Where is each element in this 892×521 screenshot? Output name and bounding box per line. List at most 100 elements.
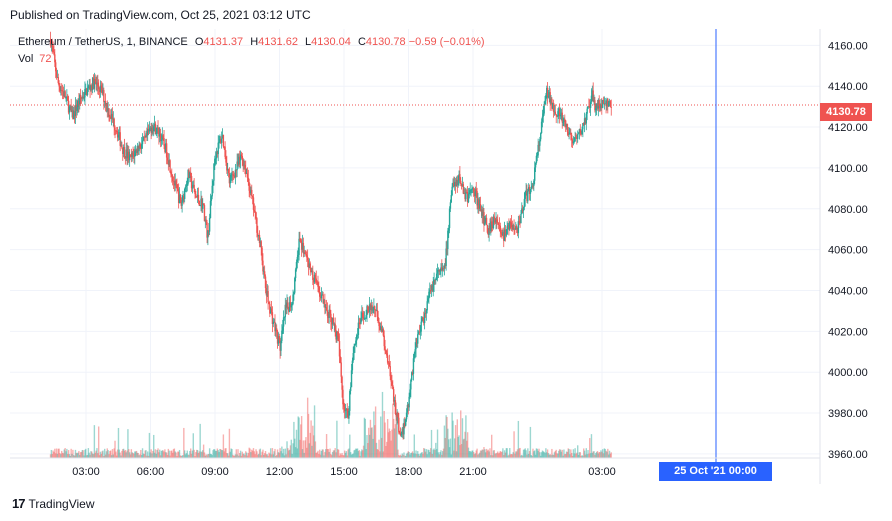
- volume-bar: [402, 454, 404, 458]
- candle-body: [473, 192, 476, 197]
- candle-body: [275, 328, 277, 332]
- candle-body: [250, 189, 252, 194]
- volume-bar: [570, 449, 572, 458]
- candle-body: [498, 224, 501, 226]
- candle-body: [252, 197, 255, 210]
- volume-bar: [583, 448, 585, 458]
- candle-body: [423, 317, 425, 324]
- candle-body: [503, 229, 506, 241]
- candle-body: [531, 185, 533, 187]
- candle-body: [520, 214, 522, 224]
- y-tick-label: 4060.00: [828, 245, 868, 257]
- candle-body: [196, 196, 198, 198]
- volume-bar: [431, 453, 434, 458]
- volume-bar: [399, 454, 402, 458]
- candle-body: [448, 228, 450, 231]
- volume-bar: [366, 435, 368, 458]
- candle-body: [148, 129, 151, 132]
- candle-body: [233, 176, 236, 178]
- volume-bar: [339, 453, 342, 458]
- candle-body: [501, 233, 503, 235]
- volume-bar: [395, 402, 397, 458]
- candle-body: [408, 396, 410, 408]
- candle-body: [582, 123, 584, 130]
- volume-bar: [185, 453, 188, 458]
- candle-body: [484, 217, 487, 223]
- candle-body: [393, 400, 396, 402]
- symbol-name[interactable]: Ethereum / TetherUS, 1, BINANCE: [18, 36, 188, 48]
- candle-body: [67, 96, 69, 101]
- volume-bar: [392, 403, 394, 458]
- candle-body: [329, 309, 331, 314]
- volume-label[interactable]: Vol: [18, 53, 34, 65]
- candle-body: [554, 111, 557, 115]
- volume-bar: [490, 455, 492, 458]
- volume-bar: [573, 453, 575, 458]
- volume-bar: [582, 455, 584, 458]
- volume-bar: [175, 452, 177, 458]
- volume-bar: [102, 450, 104, 458]
- volume-bar: [456, 419, 459, 458]
- candle-body: [287, 302, 289, 308]
- candle-body: [453, 182, 455, 187]
- candle-body: [239, 156, 241, 161]
- candle-body: [373, 306, 375, 310]
- volume-bar: [514, 453, 516, 458]
- volume-bar: [325, 434, 328, 458]
- volume-bar: [423, 448, 425, 458]
- candle-body: [303, 252, 305, 254]
- volume-bar: [470, 452, 472, 458]
- candle-body: [59, 86, 61, 91]
- candle-body: [385, 349, 387, 354]
- candle-body: [145, 133, 147, 138]
- volume-bar: [134, 451, 136, 458]
- volume-bar: [188, 454, 190, 458]
- candle-body: [270, 308, 273, 313]
- candle-body: [348, 410, 350, 419]
- candle-body: [161, 135, 164, 140]
- candle-body: [266, 291, 268, 296]
- candle-body: [349, 391, 351, 411]
- candle-body: [200, 198, 202, 206]
- candle-body: [110, 113, 113, 119]
- candle-body: [431, 285, 434, 292]
- candle-body: [374, 306, 376, 310]
- candle-body: [318, 286, 320, 292]
- candle-body: [602, 100, 605, 104]
- volume-bar: [67, 454, 69, 458]
- volume-bar: [373, 411, 375, 458]
- volume-bar: [405, 455, 407, 458]
- footer-brand[interactable]: 17 TradingView: [12, 496, 95, 511]
- volume-bar: [506, 448, 508, 458]
- volume-bar: [552, 454, 554, 458]
- volume-bar: [523, 449, 526, 458]
- volume-bar: [85, 448, 87, 458]
- candle-body: [407, 404, 409, 408]
- volume-bar: [403, 452, 405, 458]
- volume-bar: [109, 450, 111, 458]
- volume-bar: [364, 418, 366, 458]
- candle-body: [557, 111, 559, 117]
- volume-bar: [274, 448, 276, 458]
- candle-body: [564, 118, 566, 121]
- volume-bar: [196, 450, 199, 458]
- volume-bar: [526, 454, 528, 458]
- volume-bar: [377, 449, 379, 458]
- volume-bar: [122, 449, 124, 458]
- volume-bar: [343, 450, 346, 458]
- candle-body: [395, 414, 397, 417]
- volume-bar: [338, 455, 341, 458]
- candle-body: [53, 51, 55, 55]
- volume-bar: [394, 424, 397, 458]
- volume-bar: [293, 421, 295, 458]
- candle-body: [122, 146, 125, 155]
- candle-body: [159, 133, 162, 142]
- candle-body: [160, 139, 163, 142]
- candle-body: [271, 312, 274, 324]
- candle-body: [476, 191, 478, 206]
- candle-body: [140, 148, 142, 150]
- volume-bar: [603, 448, 606, 458]
- candle-body: [313, 274, 316, 283]
- volume-bar: [509, 454, 512, 458]
